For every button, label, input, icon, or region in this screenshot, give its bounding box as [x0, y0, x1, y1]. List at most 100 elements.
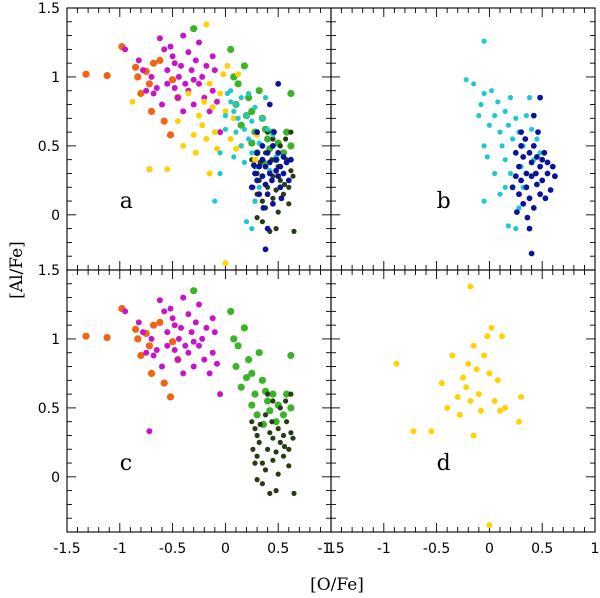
- data-point-navy: [260, 205, 267, 211]
- data-point-darkgreen: [286, 201, 292, 207]
- data-point-navy: [271, 129, 277, 136]
- panel-c: c: [66, 269, 332, 533]
- data-point-magenta: [135, 319, 142, 326]
- data-point-yellow: [475, 391, 482, 398]
- data-point-magenta: [148, 335, 155, 342]
- data-point-cyan: [246, 90, 252, 97]
- data-point-magenta: [156, 35, 163, 42]
- data-point-cyan: [222, 113, 228, 119]
- data-point-magenta: [146, 428, 153, 435]
- data-point-navy: [256, 163, 263, 170]
- data-point-yellow: [444, 404, 451, 411]
- data-point-navy: [278, 195, 285, 202]
- data-point-darkgreen: [275, 471, 281, 477]
- data-point-navy: [526, 149, 533, 156]
- data-point-orange: [134, 73, 142, 81]
- panel-label-b: b: [437, 189, 451, 214]
- x-tick-label: -0.5: [159, 541, 186, 557]
- panel-frame: [330, 269, 596, 533]
- data-point-navy: [248, 184, 255, 191]
- data-point-navy: [275, 80, 282, 87]
- data-point-yellow: [164, 166, 171, 173]
- data-point-green: [287, 89, 295, 98]
- data-point-yellow: [180, 142, 187, 149]
- x-tick-label: -1: [113, 541, 127, 557]
- data-point-navy: [541, 149, 548, 156]
- data-point-cyan: [481, 143, 487, 149]
- data-point-magenta: [209, 349, 216, 356]
- data-point-cyan: [476, 113, 482, 119]
- data-point-darkgreen: [288, 430, 294, 436]
- data-point-yellow: [192, 149, 199, 156]
- data-point-green: [248, 401, 256, 409]
- x-tick-label: 0.5: [531, 541, 553, 557]
- data-point-yellow: [230, 115, 237, 122]
- data-point-yellow: [494, 377, 501, 384]
- data-point-cyan: [217, 170, 223, 177]
- x-tick-label: 0.5: [267, 541, 289, 557]
- data-point-yellow: [497, 407, 503, 414]
- data-point-yellow: [146, 166, 153, 173]
- data-point-orange: [156, 318, 164, 326]
- x-axis-title: [O/Fe]: [310, 575, 364, 595]
- data-point-green: [230, 335, 238, 343]
- data-point-magenta: [161, 308, 168, 315]
- data-point-darkgreen: [273, 226, 279, 232]
- data-point-darkgreen: [288, 391, 294, 397]
- data-point-yellow: [465, 360, 472, 367]
- data-point-navy: [524, 214, 531, 221]
- data-point-cyan: [509, 136, 516, 142]
- data-point-magenta: [180, 32, 187, 39]
- data-point-yellow: [199, 122, 206, 129]
- data-point-cyan: [516, 205, 522, 211]
- data-point-green: [255, 87, 263, 95]
- data-point-yellow: [410, 428, 417, 435]
- data-point-darkgreen: [286, 446, 292, 452]
- data-point-green: [248, 369, 256, 377]
- data-point-darkgreen: [259, 460, 265, 466]
- data-point-darkgreen: [270, 398, 276, 404]
- data-point-magenta: [174, 94, 181, 101]
- data-point-magenta: [140, 329, 146, 336]
- data-point-navy: [518, 129, 524, 136]
- data-point-orange: [147, 369, 156, 377]
- data-point-navy: [552, 173, 558, 180]
- data-point-yellow: [470, 432, 477, 439]
- data-point-navy: [522, 136, 529, 142]
- data-point-yellow: [460, 374, 466, 381]
- x-tick-label: -0.5: [423, 541, 450, 557]
- data-point-yellow: [190, 131, 197, 138]
- data-point-darkgreen: [286, 463, 292, 469]
- data-point-yellow: [484, 333, 491, 340]
- data-point-orange: [132, 63, 140, 71]
- data-point-yellow: [478, 407, 484, 414]
- data-point-green: [237, 121, 245, 129]
- data-point-navy: [528, 250, 535, 257]
- data-point-darkgreen: [281, 443, 288, 450]
- data-point-navy: [534, 154, 540, 160]
- data-point-navy: [266, 170, 273, 177]
- data-point-navy: [523, 184, 530, 191]
- data-point-navy: [542, 195, 549, 202]
- data-point-magenta: [196, 39, 202, 46]
- data-point-cyan: [463, 77, 469, 83]
- data-point-yellow: [454, 393, 461, 400]
- data-point-navy: [539, 156, 546, 163]
- data-point-green: [227, 307, 235, 315]
- data-point-navy: [277, 184, 284, 191]
- data-point-orange: [137, 89, 145, 98]
- data-point-navy: [280, 170, 287, 177]
- data-point-darkgreen: [259, 219, 265, 225]
- data-point-magenta: [175, 335, 182, 342]
- data-point-navy: [518, 177, 524, 184]
- y-tick-label: 0.5: [38, 139, 60, 155]
- data-point-navy: [275, 173, 282, 180]
- data-point-green: [190, 25, 198, 33]
- data-point-magenta: [199, 73, 206, 80]
- data-point-green: [232, 362, 240, 371]
- data-point-magenta: [159, 363, 165, 370]
- data-point-green: [190, 287, 198, 295]
- data-point-yellow: [428, 428, 435, 435]
